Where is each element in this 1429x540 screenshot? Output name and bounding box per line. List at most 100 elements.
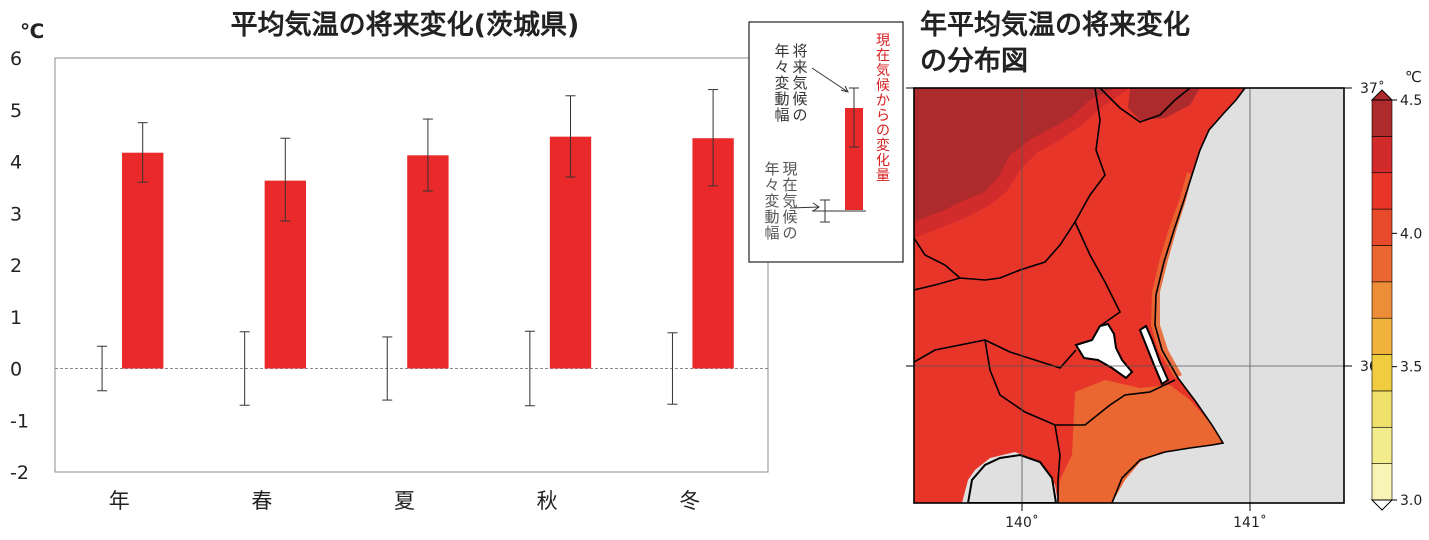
svg-text:動: 動 — [764, 208, 779, 226]
svg-text:変: 変 — [764, 192, 779, 210]
colorbar-arrow-bottom — [1370, 499, 1394, 511]
y-tick-label: -1 — [10, 410, 29, 432]
future-error-bar — [565, 95, 576, 178]
svg-text:変: 変 — [876, 137, 890, 154]
svg-text:気: 気 — [782, 192, 797, 210]
colorbar-segment — [1371, 317, 1393, 355]
svg-text:か: か — [876, 93, 890, 109]
legend-arrow-present — [789, 202, 820, 212]
colorbar-segment — [1371, 245, 1393, 283]
svg-text:変: 変 — [774, 74, 789, 92]
y-tick-label: 6 — [10, 48, 22, 70]
lon-label-141: 141˚ — [1233, 514, 1267, 531]
lake-narrow — [1138, 324, 1170, 386]
colorbar-arrow-top — [1370, 89, 1394, 101]
future-error-bar — [280, 137, 291, 222]
future-error-bar — [137, 122, 148, 183]
svg-text:の: の — [792, 106, 807, 124]
present-error-bar — [97, 345, 108, 392]
legend-present-errorbar — [812, 199, 866, 223]
legend-future-errorbar — [849, 87, 859, 148]
colorbar-tick-label: 3.0 — [1400, 493, 1422, 509]
colorbar-segment — [1371, 136, 1393, 174]
x-tick-label: 冬 — [679, 489, 700, 513]
bar — [122, 152, 164, 369]
present-error-bar — [382, 336, 393, 401]
x-tick-label: 夏 — [394, 489, 415, 513]
colorbar-tick-label: 4.5 — [1400, 93, 1422, 109]
svg-text:気: 気 — [876, 63, 890, 79]
svg-text:将: 将 — [792, 42, 807, 60]
map-ticks — [906, 87, 1352, 511]
colorbar-unit: ℃ — [1405, 68, 1422, 86]
colorbar — [1370, 89, 1394, 511]
legend-change-bar — [845, 108, 863, 210]
present-error-bar — [667, 332, 678, 405]
map-area — [914, 88, 1344, 503]
svg-text:幅: 幅 — [774, 106, 789, 124]
colorbar-segment — [1371, 390, 1393, 428]
legend-arrow-future — [811, 67, 849, 93]
svg-text:動: 動 — [774, 90, 789, 108]
svg-text:の: の — [876, 123, 890, 139]
error-bars — [97, 89, 719, 407]
svg-text:候: 候 — [792, 90, 807, 108]
colorbar-segment — [1371, 426, 1393, 464]
map-frame — [913, 87, 1345, 504]
y-tick-label: 0 — [10, 359, 22, 381]
colorbar-ticks: 4.5 4.0 3.5 3.0 — [1392, 93, 1422, 509]
colorbar-segment — [1371, 99, 1393, 137]
svg-text:来: 来 — [792, 58, 807, 76]
map-gridlines — [914, 88, 1344, 503]
svg-text:現: 現 — [876, 33, 890, 49]
x-tick-label: 秋 — [537, 489, 558, 513]
land-high-region — [914, 88, 1115, 222]
colorbar-segment — [1371, 463, 1393, 501]
map-title-line2: の分布図 — [920, 46, 1028, 77]
svg-text:々: 々 — [774, 58, 789, 76]
svg-text:候: 候 — [782, 208, 797, 226]
svg-text:在: 在 — [782, 176, 797, 194]
colorbar-segment — [1371, 354, 1393, 392]
y-tick-label: 1 — [10, 307, 22, 329]
prefecture-boundaries — [914, 88, 1246, 503]
bay — [966, 453, 1058, 503]
bars — [122, 136, 734, 369]
colorbar-segment — [1371, 281, 1393, 319]
future-error-bar — [422, 118, 433, 192]
future-error-bar — [708, 89, 719, 187]
y-tick-label: 3 — [10, 203, 22, 225]
land-high-pocket — [1128, 88, 1200, 120]
y-tick-labels: 6 5 4 3 2 1 0 -1 -2 — [10, 48, 29, 484]
y-tick-label: 5 — [10, 100, 22, 122]
svg-text:ら: ら — [876, 108, 890, 124]
land-low-region — [1058, 380, 1223, 503]
svg-text:年: 年 — [764, 160, 779, 178]
chart-title: 平均気温の将来変化(茨城県) — [231, 9, 580, 41]
present-error-bar — [524, 330, 535, 407]
land-low-coast — [1151, 172, 1192, 378]
svg-text:々: 々 — [764, 176, 779, 194]
x-tick-label: 春 — [251, 489, 272, 513]
lon-label-140: 140˚ — [1005, 514, 1039, 531]
y-tick-label: -2 — [10, 462, 29, 484]
svg-text:年: 年 — [774, 42, 789, 60]
colorbar-segment — [1371, 172, 1393, 210]
x-tick-label: 年 — [109, 489, 130, 513]
y-unit-label: ℃ — [20, 19, 44, 43]
y-tick-label: 2 — [10, 255, 22, 277]
y-tick-label: 4 — [10, 152, 22, 174]
svg-text:幅: 幅 — [764, 224, 779, 242]
svg-text:の: の — [782, 224, 797, 242]
svg-text:気: 気 — [792, 74, 807, 92]
svg-text:候: 候 — [876, 78, 890, 94]
svg-text:化: 化 — [876, 153, 890, 169]
colorbar-tick-label: 4.0 — [1400, 226, 1422, 242]
svg-text:量: 量 — [876, 168, 890, 184]
colorbar-tick-label: 3.5 — [1400, 360, 1422, 376]
